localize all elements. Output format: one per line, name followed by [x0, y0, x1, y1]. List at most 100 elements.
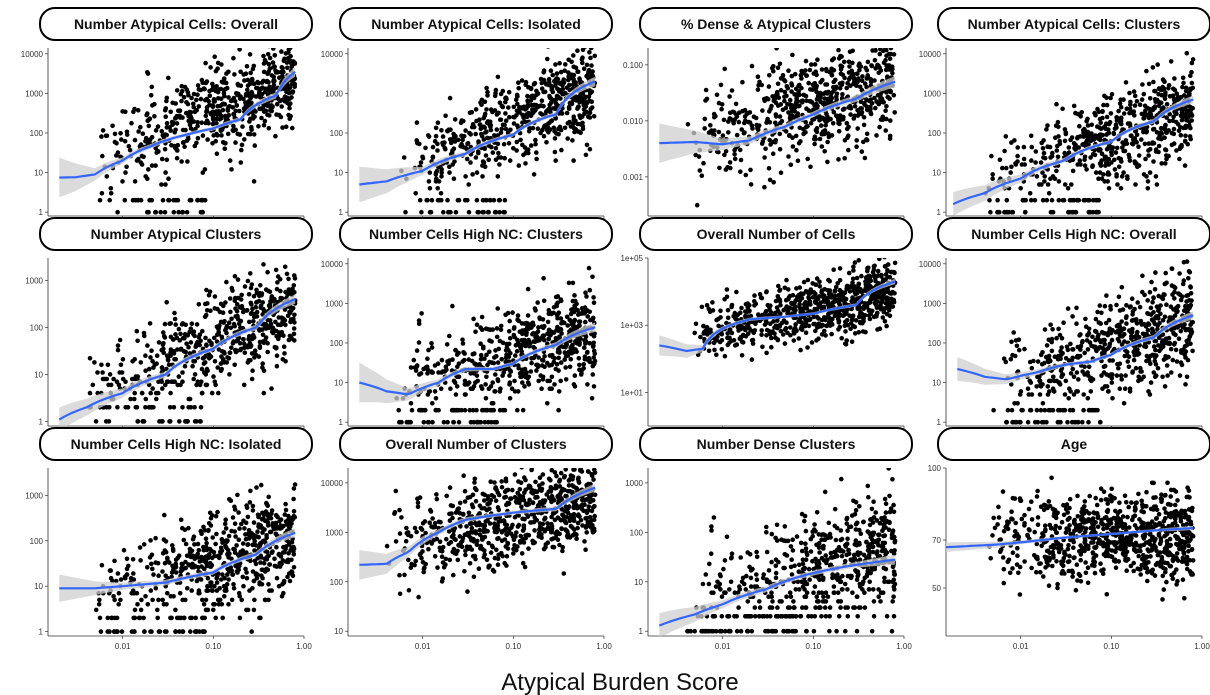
data-point	[529, 360, 534, 366]
data-point	[167, 419, 172, 424]
data-point	[246, 99, 251, 104]
data-point	[1100, 109, 1105, 114]
data-point	[745, 331, 751, 337]
data-point	[267, 113, 272, 118]
data-point	[786, 287, 791, 292]
data-point	[1189, 80, 1195, 86]
data-point	[401, 155, 407, 160]
data-point	[531, 172, 537, 177]
data-point	[219, 127, 225, 132]
data-point	[568, 311, 574, 317]
data-point	[434, 176, 439, 181]
data-point	[835, 281, 840, 286]
data-point	[145, 118, 150, 124]
data-point	[1158, 100, 1164, 106]
data-point	[859, 149, 865, 154]
data-point	[801, 70, 806, 76]
data-point	[792, 109, 797, 114]
data-point	[821, 295, 826, 301]
data-point	[498, 117, 504, 123]
data-point	[279, 49, 284, 54]
data-point	[187, 351, 193, 356]
data-point	[487, 197, 493, 203]
data-point	[1042, 179, 1047, 184]
data-point	[769, 335, 774, 341]
data-point	[1162, 94, 1167, 99]
data-point	[274, 363, 280, 369]
data-point	[712, 347, 717, 353]
data-point	[834, 94, 839, 100]
data-point	[547, 386, 553, 392]
data-point	[456, 197, 462, 203]
data-point	[1070, 157, 1076, 163]
data-point	[195, 197, 201, 203]
data-point	[879, 274, 884, 279]
data-point	[573, 118, 578, 123]
data-point	[489, 401, 495, 406]
data-point	[469, 109, 475, 115]
data-point	[459, 407, 464, 413]
data-point	[1160, 84, 1165, 90]
data-point	[836, 48, 841, 53]
data-point	[556, 389, 562, 394]
data-point	[559, 111, 565, 116]
smooth-trend-line	[659, 280, 896, 353]
data-point	[107, 372, 113, 377]
data-point	[737, 147, 743, 153]
data-point	[755, 87, 761, 92]
data-point	[533, 137, 538, 143]
data-point	[829, 66, 834, 72]
data-point	[892, 270, 897, 276]
data-point	[1081, 141, 1086, 147]
data-point	[557, 334, 562, 340]
data-point	[453, 392, 459, 397]
data-point	[249, 351, 255, 356]
data-point	[195, 92, 200, 97]
data-point	[1009, 164, 1014, 170]
data-point	[1150, 65, 1156, 70]
data-point	[173, 332, 178, 337]
data-point	[589, 69, 595, 75]
data-point	[451, 176, 457, 181]
data-point	[844, 85, 849, 91]
data-point	[496, 150, 501, 156]
data-point	[862, 301, 867, 306]
data-point	[220, 107, 226, 113]
data-point	[235, 314, 240, 319]
data-point	[571, 114, 576, 119]
data-point	[168, 353, 173, 359]
data-point	[478, 352, 484, 358]
data-point	[862, 155, 868, 161]
data-point	[468, 371, 474, 376]
data-point	[764, 333, 769, 338]
data-point	[829, 72, 835, 78]
data-point	[218, 368, 224, 374]
data-point	[177, 108, 183, 113]
data-point	[236, 295, 241, 301]
data-point	[1069, 197, 1075, 203]
data-point	[723, 148, 729, 154]
data-point	[752, 293, 757, 298]
data-point	[855, 126, 860, 131]
data-point	[123, 109, 128, 115]
data-point	[1021, 144, 1027, 150]
data-point	[527, 343, 532, 349]
data-point	[563, 354, 569, 359]
data-point	[525, 325, 530, 330]
data-point	[1163, 90, 1168, 95]
data-point	[435, 361, 441, 367]
data-point	[482, 145, 487, 151]
data-point	[269, 386, 274, 391]
data-point	[1124, 106, 1130, 111]
data-point	[1161, 126, 1166, 131]
data-point	[873, 302, 879, 308]
data-point	[260, 327, 265, 332]
data-point	[241, 337, 246, 342]
data-point	[473, 155, 479, 160]
data-point	[474, 322, 480, 328]
data-point	[791, 338, 797, 343]
data-point	[813, 282, 819, 288]
data-point	[822, 149, 827, 154]
